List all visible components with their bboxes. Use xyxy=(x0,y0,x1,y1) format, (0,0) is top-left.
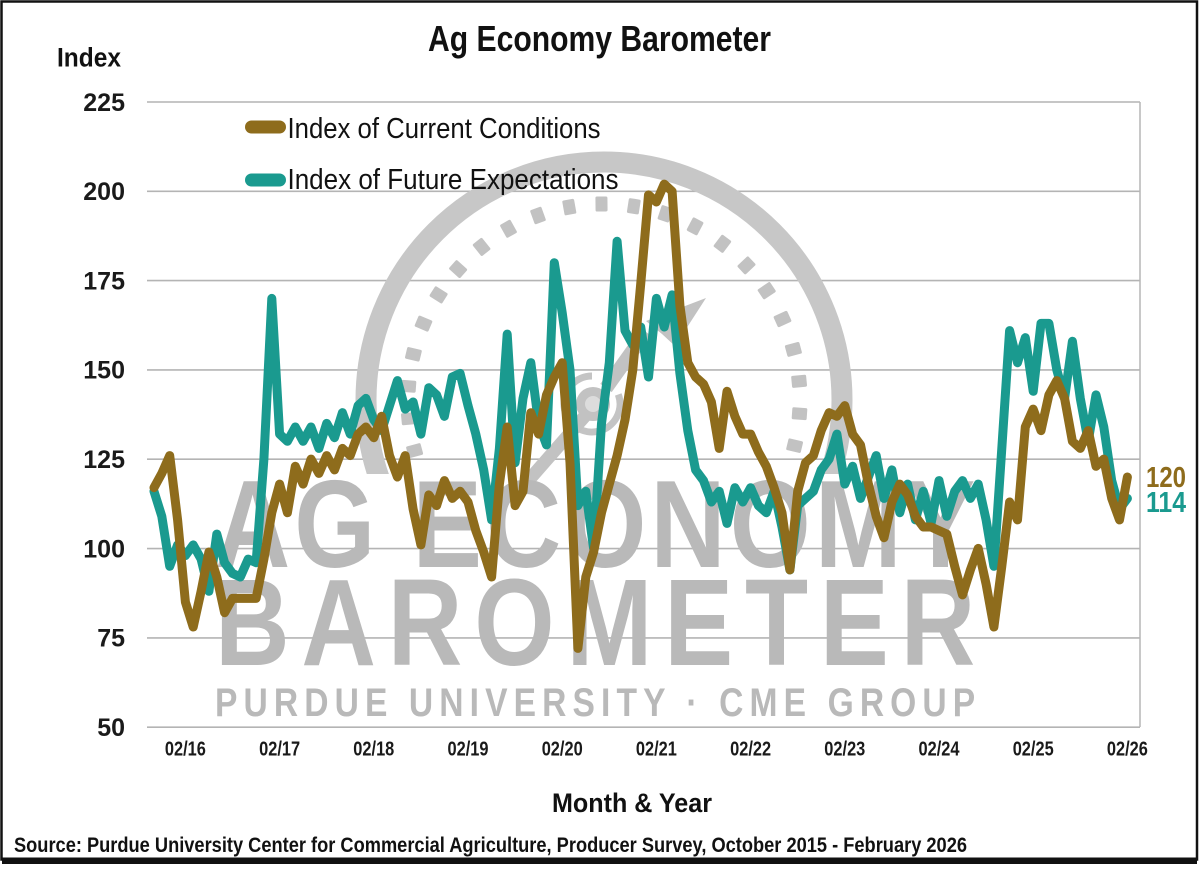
svg-text:02/26: 02/26 xyxy=(1107,739,1148,761)
svg-text:Index of Future Expectations: Index of Future Expectations xyxy=(288,164,619,196)
svg-text:Index: Index xyxy=(57,43,121,73)
svg-text:Month & Year: Month & Year xyxy=(552,788,712,818)
svg-text:02/21: 02/21 xyxy=(636,739,677,761)
svg-text:150: 150 xyxy=(83,357,125,385)
svg-text:02/20: 02/20 xyxy=(542,739,583,761)
svg-text:BAROMETER: BAROMETER xyxy=(215,555,975,693)
svg-text:02/17: 02/17 xyxy=(259,739,300,761)
svg-text:50: 50 xyxy=(97,714,125,742)
svg-text:Index of Current Conditions: Index of Current Conditions xyxy=(288,113,601,145)
svg-text:02/16: 02/16 xyxy=(165,739,206,761)
svg-text:Source: Purdue University Cent: Source: Purdue University Center for Com… xyxy=(14,834,967,857)
svg-text:100: 100 xyxy=(83,535,125,563)
svg-text:02/18: 02/18 xyxy=(353,739,394,761)
svg-text:02/25: 02/25 xyxy=(1013,739,1054,761)
svg-text:75: 75 xyxy=(97,625,125,653)
svg-text:125: 125 xyxy=(83,446,125,474)
svg-text:02/24: 02/24 xyxy=(919,739,961,761)
svg-text:225: 225 xyxy=(83,89,125,117)
svg-text:120: 120 xyxy=(1146,462,1186,494)
svg-text:200: 200 xyxy=(83,178,125,206)
svg-text:02/19: 02/19 xyxy=(448,739,489,761)
svg-text:114: 114 xyxy=(1146,487,1186,519)
svg-text:175: 175 xyxy=(83,267,125,295)
svg-text:Ag Economy Barometer: Ag Economy Barometer xyxy=(428,18,771,59)
svg-text:02/23: 02/23 xyxy=(824,739,865,761)
svg-text:02/22: 02/22 xyxy=(730,739,771,761)
